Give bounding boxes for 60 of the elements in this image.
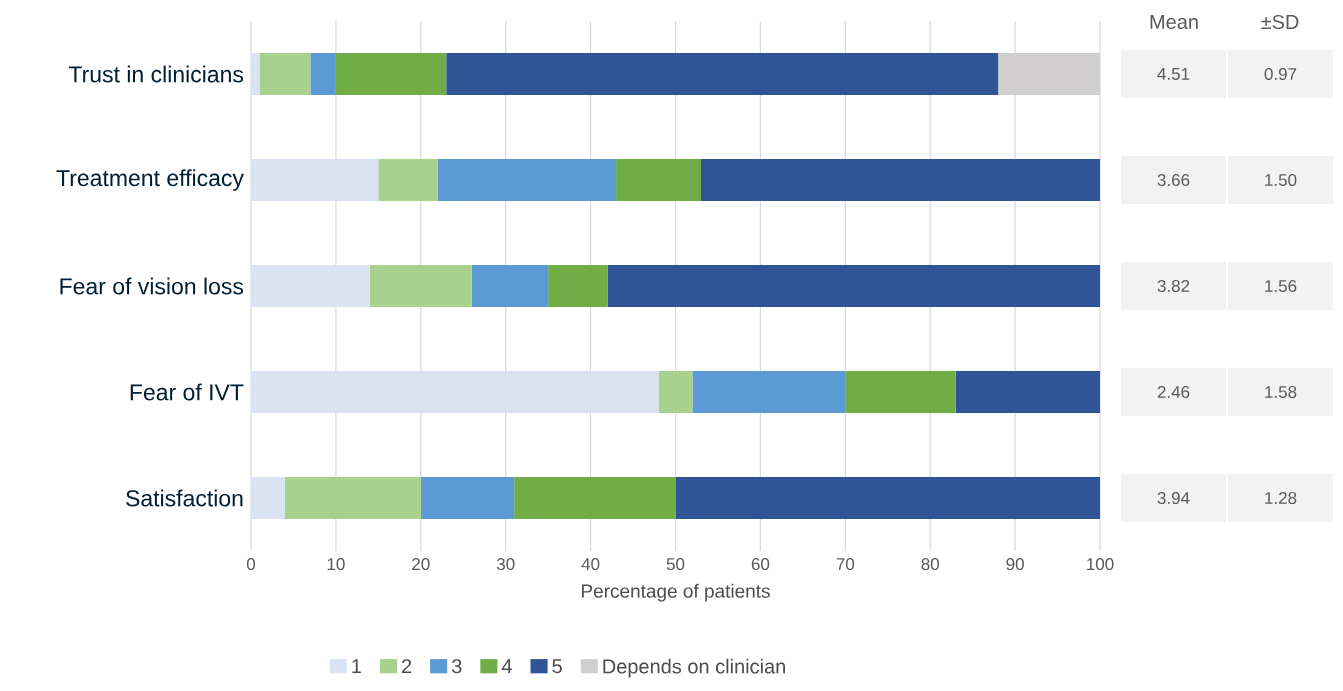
text: ±SD — [1261, 14, 1299, 30]
text: 3.66 — [1157, 174, 1190, 187]
x-tick-label: 30 — [496, 558, 515, 571]
bar — [616, 159, 701, 202]
text: 0.97 — [1264, 68, 1297, 81]
y-tick-label: Treatment efficacy — [56, 169, 244, 191]
text: 4.51 — [1157, 68, 1190, 80]
x-tick-label: 10 — [327, 558, 345, 571]
text: 3.94 — [1157, 492, 1190, 505]
bar — [259, 53, 311, 96]
bar — [607, 265, 1101, 308]
legend-label: 1 — [352, 659, 361, 673]
bar — [548, 265, 608, 308]
bar — [437, 159, 617, 202]
legend-label: 5 — [552, 659, 562, 674]
bar — [700, 159, 1101, 202]
bar — [251, 477, 285, 520]
y-tick-label: Satisfaction — [126, 489, 243, 507]
bar — [251, 159, 379, 202]
bar — [284, 477, 421, 520]
bar — [675, 477, 1101, 520]
legend-label: 3 — [451, 659, 462, 674]
legend-label: Depends on clinician — [603, 658, 785, 678]
legend-label: 4 — [501, 659, 512, 673]
bar — [471, 265, 549, 308]
x-tick-label: 50 — [666, 558, 685, 571]
text: 3.82 — [1157, 280, 1190, 293]
bar — [251, 371, 659, 414]
bar — [955, 371, 1101, 414]
bar — [335, 53, 447, 96]
x-tick-label: 0 — [246, 558, 256, 571]
text: 1.56 — [1265, 280, 1297, 293]
bar — [378, 159, 438, 202]
bar — [514, 477, 676, 520]
text: 1.28 — [1265, 492, 1297, 505]
bar — [251, 53, 260, 96]
text: Mean — [1150, 15, 1198, 29]
x-tick-label: 90 — [1006, 558, 1024, 571]
bar — [658, 371, 693, 414]
bar — [251, 265, 370, 308]
bar — [446, 53, 999, 96]
bar — [420, 477, 515, 520]
text: 1.50 — [1265, 174, 1297, 187]
x-axis-title: Percentage of patients — [582, 583, 770, 602]
text: 1.58 — [1265, 386, 1297, 399]
x-tick-label: 60 — [751, 558, 770, 571]
x-tick-label: 80 — [921, 558, 939, 571]
bar — [845, 371, 956, 414]
x-tick-label: 20 — [412, 558, 430, 571]
y-tick-label: Fear of IVT — [130, 383, 244, 401]
text: 2.46 — [1157, 386, 1190, 399]
bar — [310, 53, 336, 96]
bar — [692, 371, 846, 414]
bar — [369, 265, 472, 308]
legend-label: 2 — [402, 659, 412, 674]
y-tick-label: Trust in clinicians — [68, 65, 244, 83]
x-tick-label: 70 — [836, 558, 855, 571]
x-tick-label: 40 — [581, 558, 600, 571]
y-tick-label: Fear of vision loss — [60, 277, 244, 295]
x-tick-label: 100 — [1087, 558, 1114, 571]
